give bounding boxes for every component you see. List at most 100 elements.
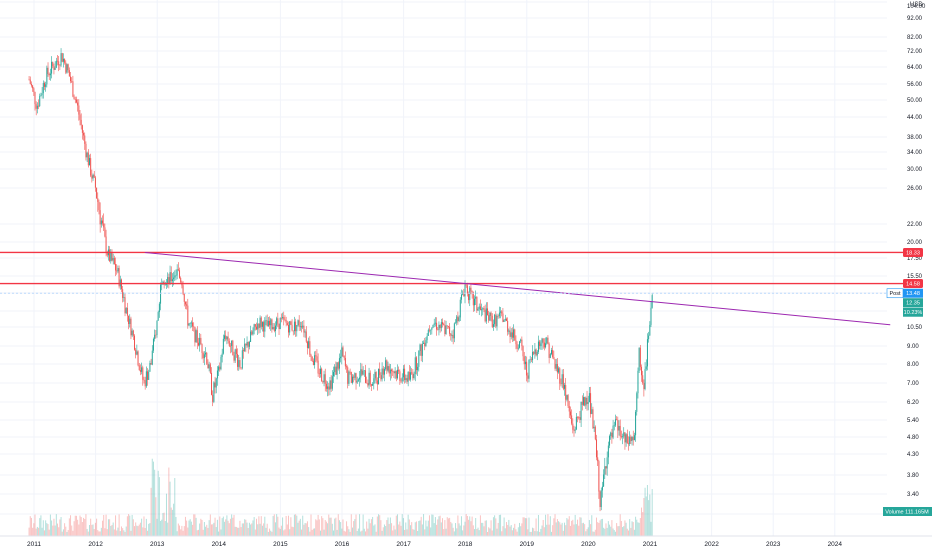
candle-body bbox=[195, 330, 197, 343]
candle-body bbox=[106, 252, 108, 256]
candle-body bbox=[399, 371, 401, 381]
candle-body bbox=[432, 324, 434, 328]
candle-body bbox=[149, 363, 151, 372]
volume-bar bbox=[162, 513, 164, 536]
candle-body bbox=[103, 223, 105, 228]
candle-body bbox=[33, 88, 35, 92]
volume-bar bbox=[411, 522, 413, 536]
candle-body bbox=[61, 53, 63, 62]
candle-body bbox=[354, 373, 356, 378]
volume-bar bbox=[366, 521, 368, 536]
volume-bar bbox=[40, 515, 42, 536]
candle-body bbox=[619, 425, 621, 437]
candle-body bbox=[254, 324, 256, 327]
volume-bar bbox=[233, 514, 235, 536]
candle-body bbox=[253, 324, 255, 331]
candle-body bbox=[330, 380, 332, 389]
candle-body bbox=[215, 378, 217, 388]
volume-bar bbox=[599, 520, 601, 536]
volume-bar bbox=[335, 517, 337, 536]
candle-body bbox=[428, 329, 430, 331]
candle-body bbox=[266, 320, 268, 327]
candle-body bbox=[183, 293, 185, 302]
volume-bar bbox=[276, 514, 278, 536]
volume-bar bbox=[374, 524, 376, 536]
volume-bar bbox=[534, 531, 536, 536]
volume-bar bbox=[394, 529, 396, 536]
volume-bar bbox=[111, 524, 113, 536]
candle-body bbox=[425, 340, 427, 347]
candle-body bbox=[508, 330, 510, 332]
volume-bar bbox=[475, 518, 477, 536]
candle-body bbox=[73, 96, 75, 100]
volume-bar bbox=[148, 523, 150, 536]
volume-bar bbox=[341, 528, 343, 536]
trendline-line[interactable] bbox=[144, 251, 891, 326]
volume-bar bbox=[609, 524, 611, 536]
volume-bar bbox=[309, 531, 311, 536]
time-axis[interactable]: 2011 2012 2013 2014 2015 2016 2017 2018 2019 2020… bbox=[0, 535, 932, 548]
volume-bar bbox=[581, 523, 583, 536]
volume-bar bbox=[477, 527, 479, 536]
candle-body bbox=[47, 67, 49, 74]
volume-bar bbox=[179, 525, 181, 536]
trendline[interactable] bbox=[144, 251, 891, 326]
candle-body bbox=[386, 360, 388, 371]
volume-bar bbox=[392, 530, 394, 536]
volume-bar bbox=[79, 515, 81, 536]
candle-body bbox=[341, 347, 343, 357]
volume-bar bbox=[482, 522, 484, 536]
volume-bar bbox=[34, 514, 36, 536]
volume-bar bbox=[245, 519, 247, 536]
y-tick-label: 6.20 bbox=[907, 400, 919, 406]
candle-body bbox=[491, 315, 493, 327]
candle-body bbox=[36, 105, 38, 109]
volume-bar bbox=[78, 524, 80, 536]
candle-body bbox=[636, 393, 638, 412]
candle-body bbox=[383, 368, 385, 375]
volume-bar bbox=[338, 520, 340, 536]
candle-body bbox=[193, 326, 195, 328]
candle-body bbox=[128, 315, 130, 325]
volume-bar bbox=[59, 519, 61, 536]
volume-bar bbox=[481, 522, 483, 536]
candle-body bbox=[99, 210, 101, 225]
candle-body bbox=[394, 371, 396, 374]
candle-body bbox=[641, 366, 643, 376]
candle-body bbox=[297, 320, 299, 326]
volume-bar bbox=[286, 524, 288, 536]
volume-bar bbox=[428, 515, 430, 536]
volume-bar bbox=[410, 525, 412, 536]
price-axis[interactable]: USD 104.00 92.00 82.00 72.00 64.00 56.00 50.00… bbox=[907, 2, 926, 518]
candle-body bbox=[523, 356, 525, 365]
volume-bar bbox=[90, 518, 92, 536]
volume-bar bbox=[386, 520, 388, 536]
volume-bar bbox=[618, 526, 620, 536]
volume-bar bbox=[430, 527, 432, 536]
candle-body bbox=[190, 322, 192, 324]
candle-body bbox=[94, 177, 96, 188]
candle-body bbox=[475, 296, 477, 299]
candle-body bbox=[110, 252, 112, 262]
candle-body bbox=[516, 344, 518, 349]
candle-body bbox=[91, 175, 93, 179]
volume-bar bbox=[241, 523, 243, 536]
candle-body bbox=[317, 360, 319, 374]
volume-bar bbox=[588, 520, 590, 536]
volume-bar bbox=[629, 519, 631, 536]
volume-bar bbox=[571, 520, 573, 536]
horizontal-levels[interactable] bbox=[0, 251, 903, 285]
y-tick-label: 56.00 bbox=[907, 82, 923, 88]
volume-bar bbox=[258, 516, 260, 536]
volume-bar bbox=[646, 485, 648, 536]
candle-body bbox=[48, 73, 50, 76]
candle-body bbox=[211, 372, 213, 395]
candle-body bbox=[263, 322, 265, 332]
candle-body bbox=[155, 334, 157, 336]
volume-bar bbox=[212, 524, 214, 536]
candle-body bbox=[367, 382, 369, 386]
candle-body bbox=[126, 307, 128, 316]
candle-body bbox=[404, 368, 406, 380]
volume-bar bbox=[616, 523, 618, 536]
